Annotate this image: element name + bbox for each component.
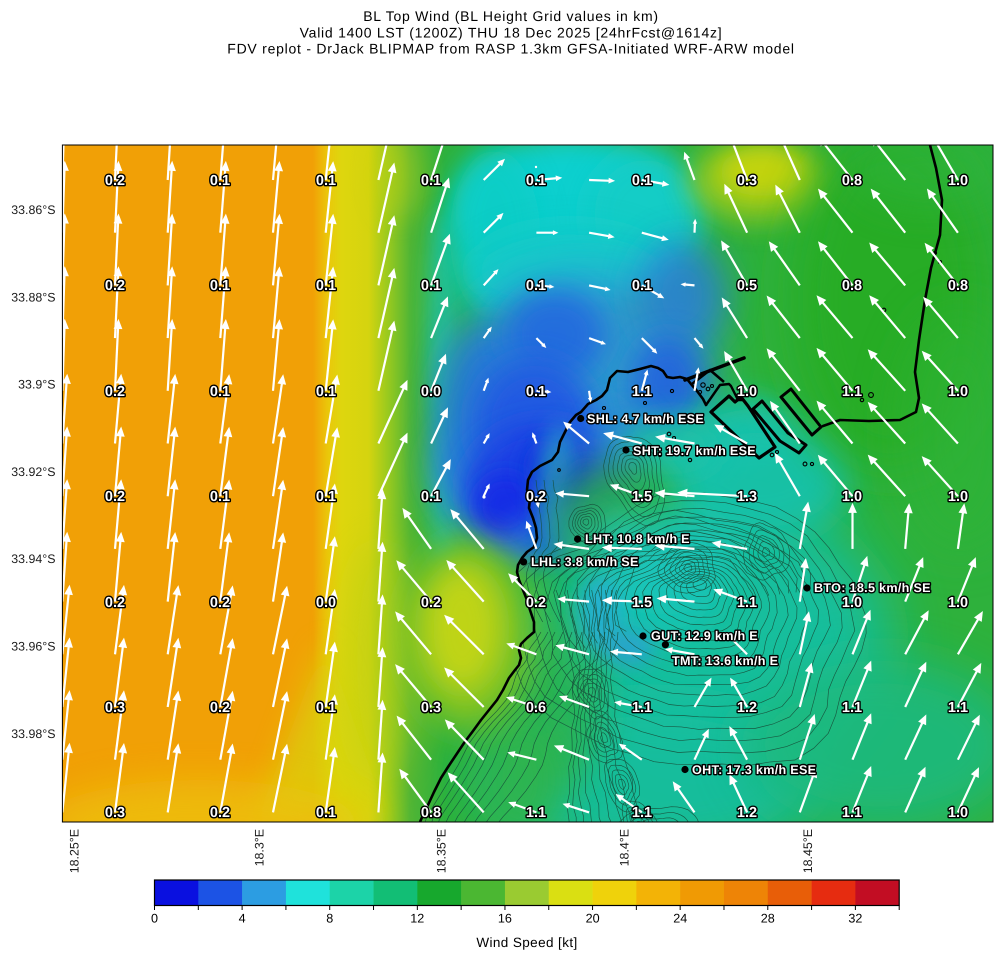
svg-text:0.1: 0.1 — [526, 278, 546, 294]
svg-text:0.3: 0.3 — [421, 700, 441, 716]
svg-text:33.98°S: 33.98°S — [11, 727, 55, 741]
svg-text:33.96°S: 33.96°S — [11, 640, 55, 654]
svg-text:0.0: 0.0 — [421, 384, 441, 400]
svg-text:0.2: 0.2 — [421, 595, 441, 611]
svg-text:Wind Speed [kt]: Wind Speed [kt] — [476, 935, 577, 950]
svg-text:0.2: 0.2 — [105, 278, 125, 294]
svg-text:1.0: 1.0 — [737, 384, 757, 400]
svg-text:GUT: 12.9 km/h E: GUT: 12.9 km/h E — [651, 629, 758, 643]
svg-text:0.1: 0.1 — [421, 489, 441, 505]
svg-text:1.0: 1.0 — [842, 595, 862, 611]
svg-text:0.3: 0.3 — [737, 173, 757, 189]
svg-text:0.1: 0.1 — [316, 173, 336, 189]
svg-text:1.1: 1.1 — [737, 595, 757, 611]
svg-text:33.88°S: 33.88°S — [11, 290, 55, 304]
svg-text:20: 20 — [586, 912, 600, 926]
svg-text:LHL: 3.8 km/h SE: LHL: 3.8 km/h SE — [531, 555, 639, 569]
svg-text:0.2: 0.2 — [105, 595, 125, 611]
svg-text:0.2: 0.2 — [105, 173, 125, 189]
svg-text:24: 24 — [673, 912, 687, 926]
svg-text:1.0: 1.0 — [948, 173, 968, 189]
svg-text:0.1: 0.1 — [316, 278, 336, 294]
svg-text:18.45°E: 18.45°E — [801, 829, 815, 873]
svg-text:0.1: 0.1 — [316, 700, 336, 716]
svg-text:1.0: 1.0 — [842, 489, 862, 505]
svg-text:0.2: 0.2 — [105, 384, 125, 400]
svg-text:0.5: 0.5 — [737, 278, 757, 294]
svg-text:0.1: 0.1 — [316, 805, 336, 821]
svg-text:8: 8 — [326, 912, 333, 926]
svg-text:0.2: 0.2 — [210, 700, 230, 716]
svg-text:LHT: 10.8 km/h E: LHT: 10.8 km/h E — [585, 532, 690, 546]
svg-text:1.1: 1.1 — [632, 384, 652, 400]
svg-text:BTO: 18.5 km/h SE: BTO: 18.5 km/h SE — [814, 581, 931, 595]
svg-text:1.2: 1.2 — [737, 805, 757, 821]
svg-text:1.0: 1.0 — [948, 805, 968, 821]
svg-text:0.2: 0.2 — [210, 595, 230, 611]
svg-text:SHL: 4.7 km/h ESE: SHL: 4.7 km/h ESE — [587, 412, 704, 426]
svg-text:0.1: 0.1 — [526, 384, 546, 400]
svg-text:0.1: 0.1 — [632, 278, 652, 294]
svg-text:1.3: 1.3 — [737, 489, 757, 505]
svg-text:1.0: 1.0 — [948, 489, 968, 505]
svg-text:1.1: 1.1 — [842, 700, 862, 716]
svg-text:Valid 1400 LST (1200Z) THU 18: Valid 1400 LST (1200Z) THU 18 Dec 2025 [… — [300, 25, 723, 41]
svg-text:0.2: 0.2 — [526, 489, 546, 505]
svg-text:1.1: 1.1 — [842, 384, 862, 400]
svg-text:0.8: 0.8 — [842, 173, 862, 189]
svg-text:1.2: 1.2 — [737, 700, 757, 716]
svg-text:TMT: 13.6 km/h E: TMT: 13.6 km/h E — [672, 654, 778, 668]
svg-text:0.8: 0.8 — [842, 278, 862, 294]
svg-text:FDV replot - DrJack BLIPMAP fr: FDV replot - DrJack BLIPMAP from RASP 1.… — [227, 41, 794, 57]
svg-text:0.2: 0.2 — [210, 805, 230, 821]
svg-text:33.92°S: 33.92°S — [11, 465, 55, 479]
svg-text:33.94°S: 33.94°S — [11, 552, 55, 566]
svg-text:33.9°S: 33.9°S — [18, 378, 55, 392]
svg-text:28: 28 — [761, 912, 775, 926]
svg-text:1.1: 1.1 — [948, 700, 968, 716]
svg-text:1.5: 1.5 — [632, 489, 652, 505]
svg-text:0.3: 0.3 — [105, 700, 125, 716]
svg-text:1.1: 1.1 — [632, 805, 652, 821]
svg-text:1.1: 1.1 — [526, 805, 546, 821]
svg-text:1.0: 1.0 — [948, 384, 968, 400]
svg-text:BL Top Wind (BL Height Grid va: BL Top Wind (BL Height Grid values in km… — [363, 8, 659, 24]
svg-text:1.1: 1.1 — [842, 805, 862, 821]
svg-text:0.2: 0.2 — [105, 489, 125, 505]
svg-text:0.2: 0.2 — [526, 595, 546, 611]
svg-text:1.1: 1.1 — [632, 700, 652, 716]
svg-text:0.3: 0.3 — [105, 805, 125, 821]
svg-text:18.25°E: 18.25°E — [68, 829, 82, 873]
svg-text:16: 16 — [498, 912, 512, 926]
svg-text:18.35°E: 18.35°E — [435, 829, 449, 873]
svg-text:0.1: 0.1 — [632, 173, 652, 189]
svg-text:4: 4 — [239, 912, 246, 926]
svg-text:0: 0 — [151, 912, 158, 926]
svg-text:0.8: 0.8 — [421, 805, 441, 821]
svg-text:0.1: 0.1 — [421, 173, 441, 189]
svg-text:0.8: 0.8 — [948, 278, 968, 294]
svg-text:SHT: 19.7 km/h ESE: SHT: 19.7 km/h ESE — [633, 444, 756, 458]
svg-text:0.1: 0.1 — [316, 489, 336, 505]
svg-text:0.6: 0.6 — [526, 700, 546, 716]
svg-text:18.3°E: 18.3°E — [252, 829, 266, 866]
svg-text:0.1: 0.1 — [526, 173, 546, 189]
svg-text:18.4°E: 18.4°E — [618, 829, 632, 866]
svg-text:12: 12 — [410, 912, 424, 926]
svg-text:0.1: 0.1 — [316, 384, 336, 400]
svg-text:32: 32 — [848, 912, 862, 926]
svg-text:33.86°S: 33.86°S — [11, 203, 55, 217]
svg-text:1.0: 1.0 — [948, 595, 968, 611]
svg-text:0.1: 0.1 — [210, 489, 230, 505]
svg-text:0.0: 0.0 — [316, 595, 336, 611]
svg-text:0.1: 0.1 — [210, 278, 230, 294]
svg-text:OHT: 17.3 km/h ESE: OHT: 17.3 km/h ESE — [692, 763, 816, 777]
svg-text:1.5: 1.5 — [632, 595, 652, 611]
svg-text:0.1: 0.1 — [421, 278, 441, 294]
svg-text:0.1: 0.1 — [210, 173, 230, 189]
svg-text:0.1: 0.1 — [210, 384, 230, 400]
